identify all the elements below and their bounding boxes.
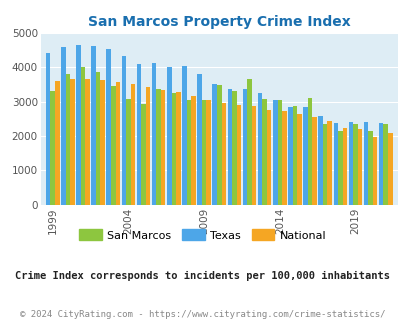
Bar — [176, 92, 180, 205]
Bar — [227, 89, 232, 205]
Bar — [236, 105, 241, 205]
Bar — [182, 66, 186, 205]
Bar — [201, 100, 206, 205]
Bar — [277, 100, 281, 205]
Bar — [378, 122, 383, 205]
Bar — [61, 48, 66, 205]
Bar — [50, 91, 55, 205]
Bar — [100, 81, 104, 205]
Bar — [145, 87, 150, 205]
Bar — [76, 45, 81, 205]
Bar — [206, 100, 210, 205]
Bar — [288, 107, 292, 205]
Bar — [191, 96, 195, 205]
Bar — [232, 91, 236, 205]
Bar — [171, 93, 176, 205]
Bar — [197, 74, 201, 205]
Bar — [363, 122, 367, 205]
Bar — [303, 108, 307, 205]
Bar — [257, 93, 262, 205]
Title: San Marcos Property Crime Index: San Marcos Property Crime Index — [87, 15, 350, 29]
Bar — [266, 110, 271, 205]
Text: © 2024 CityRating.com - https://www.cityrating.com/crime-statistics/: © 2024 CityRating.com - https://www.city… — [20, 310, 385, 319]
Bar — [216, 85, 221, 205]
Bar — [296, 114, 301, 205]
Bar — [367, 131, 372, 205]
Bar — [318, 116, 322, 205]
Bar — [141, 104, 145, 205]
Bar — [342, 128, 346, 205]
Bar — [387, 133, 392, 205]
Bar — [156, 88, 160, 205]
Bar — [307, 98, 311, 205]
Bar — [221, 103, 226, 205]
Bar — [281, 111, 286, 205]
Bar — [130, 84, 135, 205]
Bar — [337, 131, 342, 205]
Bar — [136, 64, 141, 205]
Bar — [311, 117, 316, 205]
Bar — [160, 90, 165, 205]
Bar — [186, 100, 191, 205]
Bar — [85, 79, 90, 205]
Bar — [352, 124, 357, 205]
Bar — [327, 121, 331, 205]
Bar — [115, 82, 120, 205]
Text: Crime Index corresponds to incidents per 100,000 inhabitants: Crime Index corresponds to incidents per… — [15, 271, 390, 281]
Bar — [247, 79, 251, 205]
Bar — [251, 107, 256, 205]
Bar — [96, 73, 100, 205]
Bar — [121, 56, 126, 205]
Bar — [292, 106, 296, 205]
Bar — [111, 86, 115, 205]
Bar — [333, 122, 337, 205]
Bar — [348, 122, 352, 205]
Bar — [272, 100, 277, 205]
Bar — [262, 99, 266, 205]
Bar — [372, 137, 377, 205]
Bar — [126, 99, 130, 205]
Bar — [55, 81, 60, 205]
Bar — [81, 67, 85, 205]
Bar — [383, 124, 387, 205]
Bar — [212, 84, 216, 205]
Bar — [242, 89, 247, 205]
Legend: San Marcos, Texas, National: San Marcos, Texas, National — [75, 225, 330, 245]
Bar — [322, 124, 327, 205]
Bar — [151, 63, 156, 205]
Bar — [166, 67, 171, 205]
Bar — [357, 129, 361, 205]
Bar — [91, 46, 96, 205]
Bar — [66, 74, 70, 205]
Bar — [46, 53, 50, 205]
Bar — [70, 79, 75, 205]
Bar — [106, 50, 111, 205]
